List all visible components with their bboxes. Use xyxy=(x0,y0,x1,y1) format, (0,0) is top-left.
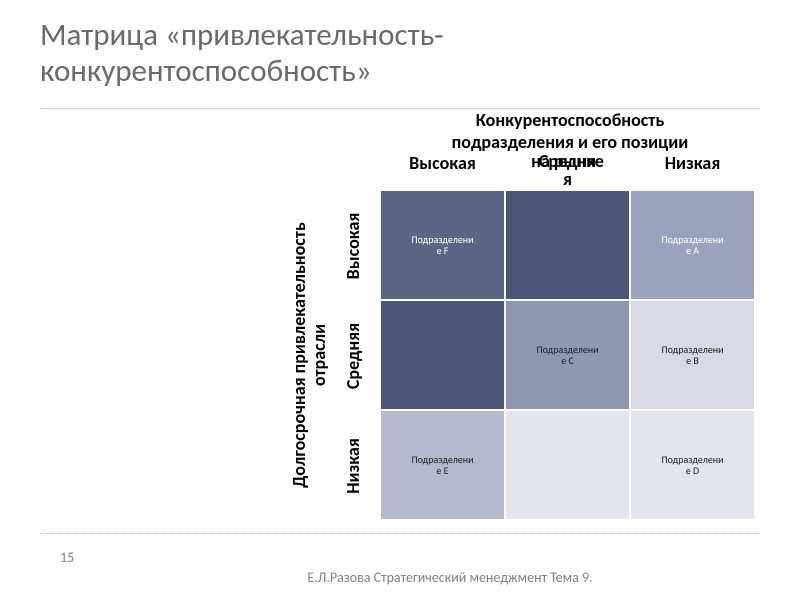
matrix-cell-r1-c1: Подразделени е C xyxy=(505,300,630,410)
matrix-cell-r0-c1 xyxy=(505,190,630,300)
matrix-grid: Подразделени е FПодразделени е AПодразде… xyxy=(380,190,755,520)
x-axis-title-line1: Конкурентоспособность xyxy=(476,109,664,131)
row-header-mid: Средняя xyxy=(342,301,364,411)
footer-separator xyxy=(40,533,760,534)
matrix-cell-r2-c0: Подразделени е E xyxy=(380,410,505,520)
x-axis-title: Конкурентоспособность подразделения и ег… xyxy=(380,110,760,153)
y-axis-title: Долгосрочная привлекательность отрасли xyxy=(290,190,330,520)
page-number: 15 xyxy=(60,549,74,566)
col-header-low: Низкая xyxy=(630,152,755,174)
footer-text: Е.Л.Разова Стратегический менеджмент Тем… xyxy=(300,569,600,587)
matrix-cell-r0-c2: Подразделени е A xyxy=(630,190,755,300)
row-header-high: Высокая xyxy=(342,191,364,301)
matrix-cell-r1-c0 xyxy=(380,300,505,410)
matrix-cell-r2-c2: Подразделени е D xyxy=(630,410,755,520)
matrix-cell-r0-c0: Подразделени е F xyxy=(380,190,505,300)
slide: Матрица «привлекательность-конкурентоспо… xyxy=(0,0,800,600)
matrix-cell-r1-c2: Подразделени е B xyxy=(630,300,755,410)
slide-title: Матрица «привлекательность-конкурентоспо… xyxy=(40,18,760,89)
col-header-mid: Средня я xyxy=(505,152,630,188)
row-header-low: Низкая xyxy=(342,411,364,521)
matrix-cell-r2-c1 xyxy=(505,410,630,520)
col-header-high: Высокая xyxy=(380,152,505,174)
